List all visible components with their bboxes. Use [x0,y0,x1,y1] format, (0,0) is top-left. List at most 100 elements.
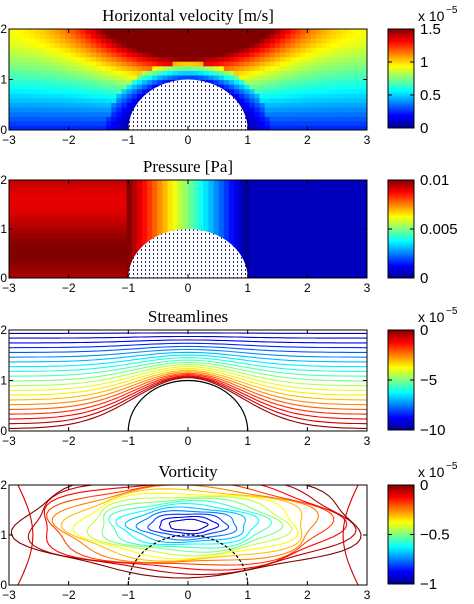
heat-cell [341,125,348,130]
heat-cell [213,51,220,58]
heat-cell [244,184,250,190]
heat-cell [29,79,36,85]
x-tick-label: 0 [185,434,192,448]
heat-cell [351,269,358,275]
heat-cell [29,260,36,266]
heat-cell [60,220,66,226]
heat-cell [141,188,148,194]
heat-cell [75,242,82,248]
heat-cell [254,193,261,199]
heat-cell [44,65,51,71]
heat-cell [336,97,343,104]
heat-cell [101,102,107,108]
heat-cell [234,215,240,221]
heat-cell [95,251,102,257]
heat-cell [9,102,15,108]
heat-cell [111,107,117,113]
heat-cell [213,193,220,199]
heat-cell [55,88,61,94]
heat-cell [336,125,343,130]
heat-cell [341,251,348,257]
heat-cell [198,211,204,217]
heat-cell [331,255,337,261]
heat-cell [280,51,286,58]
heat-cell [106,224,112,230]
heat-cell [280,242,286,248]
heat-cell [188,56,194,62]
heat-cell [131,47,138,53]
heat-cell [341,56,348,62]
heat-cell [19,111,25,117]
heat-cell [141,29,148,35]
heat-cell [70,111,77,117]
heat-cell [244,255,250,261]
heat-cell [131,42,138,48]
heat-cell [300,47,307,53]
heat-cell [274,74,281,81]
heat-cell [295,180,302,186]
heat-cell [295,251,302,257]
heat-cell [239,229,245,235]
heat-cell [249,229,256,235]
heat-cell [228,47,235,53]
heat-cell [290,233,296,239]
plot-title: Horizontal velocity [m/s] [102,6,274,25]
heat-cell [356,84,363,90]
heat-cell [300,42,307,48]
heat-cell [341,229,348,235]
heat-cell [39,242,46,248]
heat-cell [121,97,128,104]
heat-cell [49,206,56,212]
heat-cell [157,197,164,203]
heat-cell [147,193,153,199]
heat-cell [106,74,112,81]
heat-cell [131,224,138,230]
heat-cell [290,70,296,76]
heat-cell [116,116,123,122]
heat-cell [55,264,61,270]
heat-cell [167,188,174,194]
heat-cell [269,107,276,113]
heat-cell [254,93,261,99]
heat-cell [188,193,194,199]
heat-cell [75,56,82,62]
heat-cell [300,206,307,212]
heat-cell [75,125,82,130]
heat-cell [320,107,327,113]
heat-cell [106,47,112,53]
heat-cell [320,193,327,199]
heat-cell [55,70,61,76]
heat-cell [80,79,87,85]
heat-cell [244,97,250,104]
heat-cell [213,74,220,81]
heat-cell [223,51,230,58]
heat-cell [34,29,41,35]
heat-cell [290,47,296,53]
heat-cell [182,197,189,203]
heat-cell [70,202,77,208]
heat-cell [136,51,143,58]
heat-cell [280,29,286,35]
heat-cell [223,237,230,243]
heat-cell [274,233,281,239]
heat-cell [310,242,317,248]
heat-cell [264,42,271,48]
heat-cell [70,61,77,67]
heat-cell [60,246,66,252]
vorticity-contour [115,502,260,546]
heat-cell [223,220,230,226]
heat-cell [244,79,250,85]
heat-cell [356,246,363,252]
heat-cell [305,206,312,212]
x-tick-label: 3 [364,434,371,448]
heat-cell [49,125,56,130]
heat-cell [320,120,327,127]
heat-cell [116,224,123,230]
x-tick-label: 2 [304,281,311,295]
heat-cell [346,242,353,248]
heat-cell [111,70,117,76]
heat-cell [280,260,286,266]
heat-cell [218,42,225,48]
heat-cell [361,246,367,252]
heat-cell [116,56,123,62]
